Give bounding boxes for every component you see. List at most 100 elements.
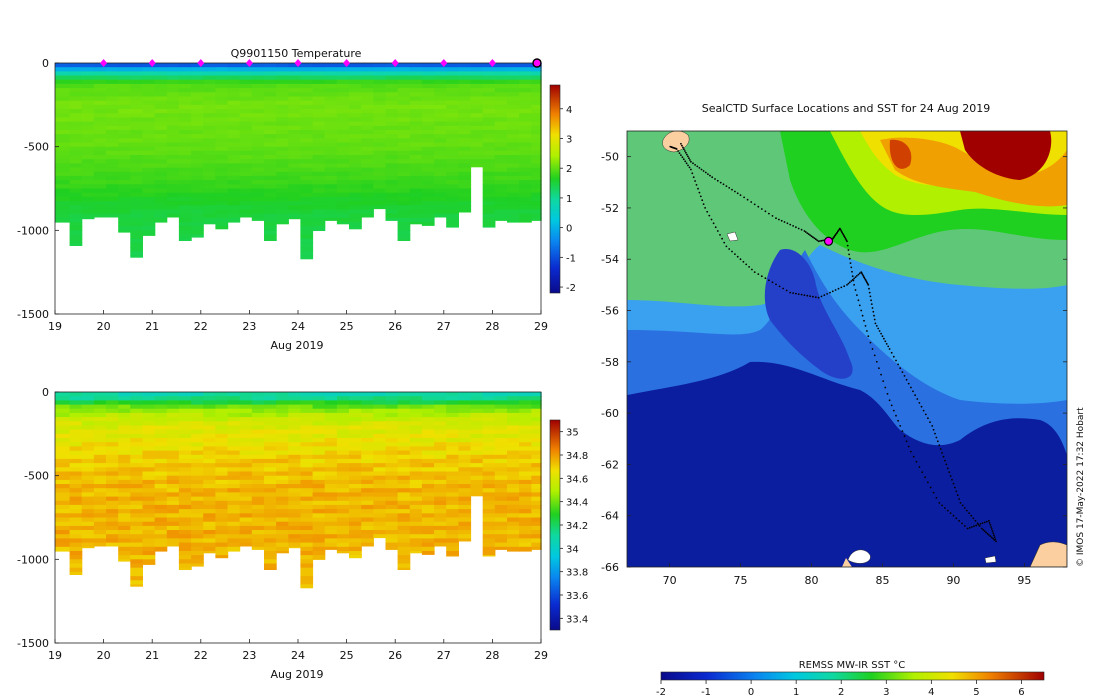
section-cell xyxy=(93,96,107,102)
section-cell xyxy=(434,450,447,456)
section-cell xyxy=(519,217,532,223)
section-cell xyxy=(312,155,326,160)
section-cell xyxy=(482,551,496,556)
section-cell xyxy=(324,442,338,447)
section-cell xyxy=(215,475,229,481)
section-cell xyxy=(69,175,83,181)
section-cell xyxy=(409,213,423,219)
section-cell xyxy=(178,463,192,468)
section-cell xyxy=(421,175,435,181)
section-cell xyxy=(264,88,277,93)
track-point xyxy=(783,221,786,223)
section-cell xyxy=(55,67,71,72)
section-cell xyxy=(203,392,216,397)
section-cell xyxy=(349,551,362,556)
section-cell xyxy=(300,88,314,93)
section-cell xyxy=(470,63,484,68)
section-cell xyxy=(251,496,265,502)
section-cell xyxy=(142,150,156,156)
section-cell xyxy=(300,125,314,131)
section-cell xyxy=(239,475,253,481)
section-cell xyxy=(421,450,435,456)
section-cell xyxy=(446,513,459,519)
section-cell xyxy=(397,463,411,468)
section-cell xyxy=(264,509,277,514)
section-cell xyxy=(385,500,399,506)
section-cell xyxy=(458,492,472,498)
section-cell xyxy=(409,138,423,144)
section-cell xyxy=(239,392,253,397)
section-cell xyxy=(519,205,532,210)
section-cell xyxy=(409,496,423,502)
section-cell xyxy=(434,500,447,506)
section-cell xyxy=(336,450,350,456)
section-cell xyxy=(349,75,362,81)
section-cell xyxy=(191,408,204,414)
section-cell xyxy=(336,184,350,190)
section-cell xyxy=(276,538,289,544)
section-cell xyxy=(482,196,496,202)
section-cell xyxy=(118,222,131,227)
section-cell xyxy=(300,488,314,493)
section-cell xyxy=(434,129,447,135)
track-point xyxy=(817,240,820,243)
section-cell xyxy=(349,226,362,230)
section-cell xyxy=(336,222,350,225)
section-cell xyxy=(227,484,241,489)
section-cell xyxy=(178,534,192,539)
section-cell xyxy=(55,509,71,514)
section-cell xyxy=(434,188,447,194)
section-cell xyxy=(264,458,277,464)
section-cell xyxy=(300,222,314,227)
section-cell xyxy=(118,425,131,431)
y-tick-label: -1500 xyxy=(17,637,49,650)
section-cell xyxy=(507,92,520,98)
section-cell xyxy=(288,509,301,514)
section-cell xyxy=(166,408,180,414)
section-cell xyxy=(264,525,277,531)
section-cell xyxy=(482,213,496,219)
section-cell xyxy=(142,155,156,160)
section-cell xyxy=(118,142,131,148)
section-cell xyxy=(251,484,265,489)
section-cell xyxy=(300,184,314,190)
section-cell xyxy=(519,542,532,548)
track-point xyxy=(698,191,701,194)
section-cell xyxy=(154,496,168,502)
section-cell xyxy=(142,484,156,489)
track-point xyxy=(905,440,908,443)
section-cell xyxy=(324,100,338,106)
section-cell xyxy=(519,530,532,535)
section-cell xyxy=(494,213,508,219)
section-cell xyxy=(55,209,71,215)
section-cell xyxy=(300,175,314,181)
section-cell xyxy=(312,412,326,418)
section-cell xyxy=(312,408,326,414)
section-cell xyxy=(239,433,253,439)
section-cell xyxy=(154,500,168,506)
section-cell xyxy=(81,496,95,502)
section-cell xyxy=(385,92,399,98)
section-cell xyxy=(264,446,277,452)
y-tick-label: -1500 xyxy=(17,308,49,321)
section-cell xyxy=(531,546,542,550)
section-cell xyxy=(373,75,386,81)
section-cell xyxy=(373,412,386,418)
section-cell xyxy=(81,454,95,460)
section-cell xyxy=(118,192,131,198)
section-cell xyxy=(215,75,229,81)
section-cell xyxy=(397,504,411,510)
section-cell xyxy=(446,175,459,181)
section-cell xyxy=(288,492,301,498)
section-cell xyxy=(446,163,459,169)
section-cell xyxy=(166,517,180,523)
section-cell xyxy=(130,92,143,98)
track-point xyxy=(990,536,993,539)
section-cell xyxy=(421,471,435,477)
section-cell xyxy=(470,83,484,89)
section-cell xyxy=(288,429,301,435)
section-cell xyxy=(276,525,289,531)
section-cell xyxy=(336,425,350,431)
section-cell xyxy=(215,555,229,559)
section-cell xyxy=(458,425,472,431)
